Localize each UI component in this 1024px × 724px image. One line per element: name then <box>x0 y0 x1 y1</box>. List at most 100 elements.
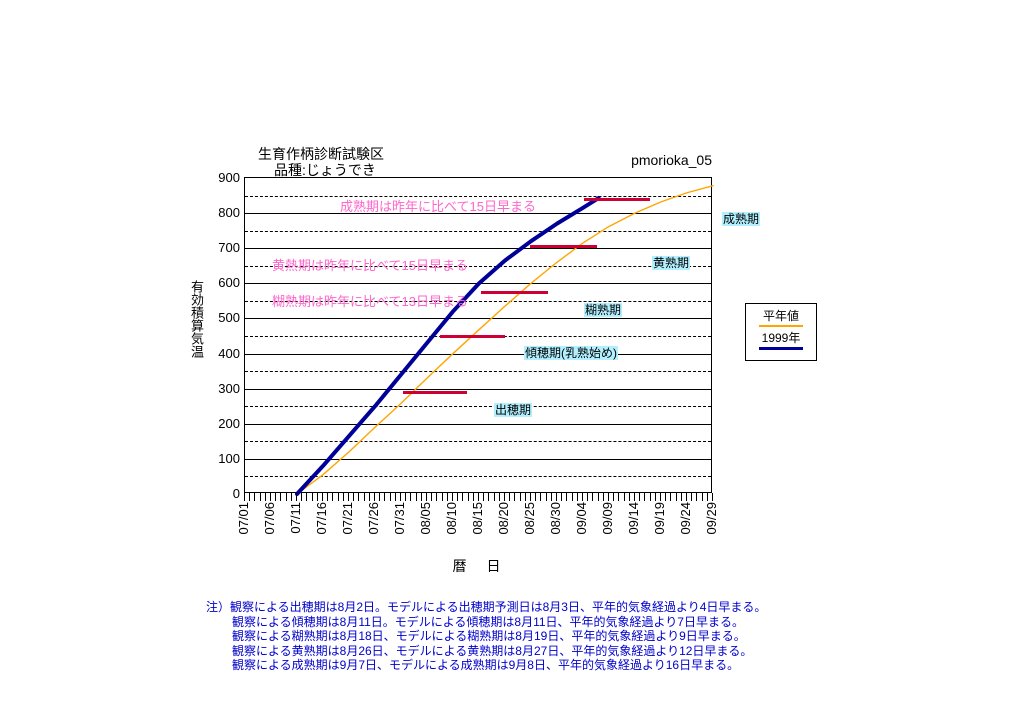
x-tick <box>587 493 589 501</box>
gridline-minor <box>245 265 711 267</box>
gridline-minor <box>245 230 711 232</box>
x-tick <box>592 493 594 501</box>
x-tick <box>322 493 323 501</box>
x-tick <box>561 493 563 501</box>
x-tick-label: 07/26 <box>366 502 381 535</box>
x-tick <box>368 493 370 501</box>
gridline-minor <box>245 300 711 302</box>
x-tick <box>545 493 547 501</box>
x-tick <box>431 493 433 501</box>
x-tick <box>597 493 599 501</box>
x-tick-label: 09/04 <box>574 502 589 535</box>
observed-marker <box>440 335 505 338</box>
series-lines <box>295 185 714 496</box>
x-tick <box>576 493 578 501</box>
x-tick <box>675 493 677 501</box>
stage-label: 黄熟期 <box>652 256 691 270</box>
x-tick <box>342 493 344 501</box>
gridline-minor <box>245 406 711 408</box>
x-tick <box>530 493 531 501</box>
x-tick <box>301 493 303 501</box>
series-line-1999 <box>295 196 601 496</box>
x-tick <box>332 493 334 501</box>
x-tick-label: 08/20 <box>496 502 511 535</box>
x-tick-label: 07/21 <box>340 502 355 535</box>
x-tick <box>665 493 667 501</box>
gridline-minor <box>245 441 711 443</box>
x-tick <box>363 493 365 501</box>
x-tick <box>254 493 256 501</box>
x-tick <box>280 493 282 501</box>
y-tick-label: 700 <box>218 240 240 256</box>
x-tick <box>644 493 646 501</box>
x-tick-label: 07/16 <box>314 502 329 535</box>
x-tick <box>436 493 438 501</box>
y-tick-label: 500 <box>218 310 240 326</box>
x-tick <box>618 493 620 501</box>
x-tick-label: 08/10 <box>444 502 459 535</box>
x-tick <box>680 493 682 501</box>
x-tick <box>420 493 422 501</box>
legend-item-label: 1999年 <box>761 331 801 345</box>
x-tick <box>608 493 609 501</box>
x-tick <box>384 493 386 501</box>
x-tick <box>535 493 537 501</box>
x-tick-label: 08/25 <box>522 502 537 535</box>
x-tick <box>426 493 427 501</box>
x-tick <box>514 493 516 501</box>
legend-item-label: 平年値 <box>762 309 799 323</box>
observed-marker <box>403 391 467 395</box>
x-tick <box>504 493 505 501</box>
x-tick <box>244 493 245 501</box>
x-tick <box>706 493 708 501</box>
y-tick-label: 100 <box>218 450 240 466</box>
x-tick <box>498 493 500 501</box>
x-tick-label: 09/24 <box>678 502 693 535</box>
x-tick <box>275 493 277 501</box>
x-tick <box>524 493 526 501</box>
x-tick <box>660 493 661 501</box>
x-tick-label: 09/14 <box>626 502 641 535</box>
observed-marker <box>530 245 597 249</box>
comparison-note: 糊熟期は昨年に比べて13日早まる <box>272 294 468 309</box>
legend-swatch <box>759 347 803 350</box>
x-tick <box>259 493 261 501</box>
x-axis-labels: 07/01 07/06 07/11 07/16 07/21 07/26 07/31 08/05… <box>236 502 719 558</box>
x-tick <box>348 493 349 501</box>
x-tick <box>452 493 453 501</box>
x-tick <box>337 493 339 501</box>
gridline-major <box>245 423 711 425</box>
footnote: 注）観察による出穂期は8月2日。モデルによる出穂期予測日は8月3日、平年的気象経… <box>206 600 766 673</box>
stage-label: 糊熟期 <box>584 303 623 317</box>
legend-item[interactable]: 1999年 <box>752 331 810 350</box>
x-tick <box>457 493 459 501</box>
x-tick <box>628 493 630 501</box>
x-tick <box>316 493 318 501</box>
legend-item[interactable]: 平年値 <box>752 309 810 327</box>
x-tick <box>270 493 271 501</box>
x-tick <box>394 493 396 501</box>
gridline-minor <box>245 195 711 197</box>
x-tick <box>488 493 490 501</box>
stage-label: 傾穂期(乳熟始め) <box>524 346 618 360</box>
x-tick <box>389 493 391 501</box>
x-tick <box>353 493 355 501</box>
x-tick <box>623 493 625 501</box>
x-tick <box>550 493 552 501</box>
gridline-major <box>245 213 711 215</box>
x-tick <box>670 493 672 501</box>
x-tick <box>441 493 443 501</box>
stage-label: 成熟期 <box>722 212 761 226</box>
y-axis-title: 有効積算気温 <box>189 280 204 358</box>
y-tick-label: 600 <box>218 275 240 291</box>
gridline-major <box>245 248 711 250</box>
x-tick <box>649 493 651 501</box>
x-tick <box>400 493 401 501</box>
x-tick <box>327 493 329 501</box>
x-tick-label: 08/15 <box>470 502 485 535</box>
x-tick <box>410 493 412 501</box>
y-tick-label: 300 <box>218 380 240 396</box>
x-tick <box>540 493 542 501</box>
comparison-note: 黄熱期は昨年に比べて15日早まる <box>272 258 468 273</box>
